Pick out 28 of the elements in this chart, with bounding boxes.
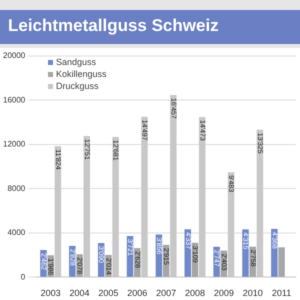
x-tick-label: 2004 (70, 288, 90, 298)
y-tick-label: 20000 (2, 51, 26, 60)
bar (54, 146, 62, 277)
y-tick-label: 12000 (2, 140, 26, 149)
x-tick-label: 2011 (272, 288, 292, 298)
bar (84, 136, 90, 277)
bar (278, 247, 285, 277)
bar (170, 95, 177, 277)
bar (228, 172, 234, 277)
y-tick-label: 16000 (2, 95, 26, 104)
bar (256, 130, 264, 277)
y-tick-label: 4000 (7, 228, 26, 238)
legend-label: Kokillenguss (56, 68, 107, 80)
bar (112, 136, 119, 277)
chart-title: Leichtmetallguss Schweiz (0, 10, 300, 44)
y-tick-label: 8000 (7, 184, 26, 193)
bar (141, 116, 148, 277)
y-tick-label: 0 (20, 272, 26, 282)
x-tick-label: 2007 (156, 288, 176, 298)
bar (198, 116, 206, 277)
legend-label: Sandguss (56, 56, 96, 68)
x-tick-label: 2003 (40, 288, 61, 298)
legend-label: Druckguss (56, 80, 99, 92)
x-tick-label: 2009 (214, 288, 234, 298)
x-tick-label: 2010 (242, 288, 263, 298)
x-tick-label: 2006 (127, 288, 148, 298)
x-tick-label: 2005 (98, 288, 118, 298)
x-tick-label: 2008 (184, 288, 205, 298)
